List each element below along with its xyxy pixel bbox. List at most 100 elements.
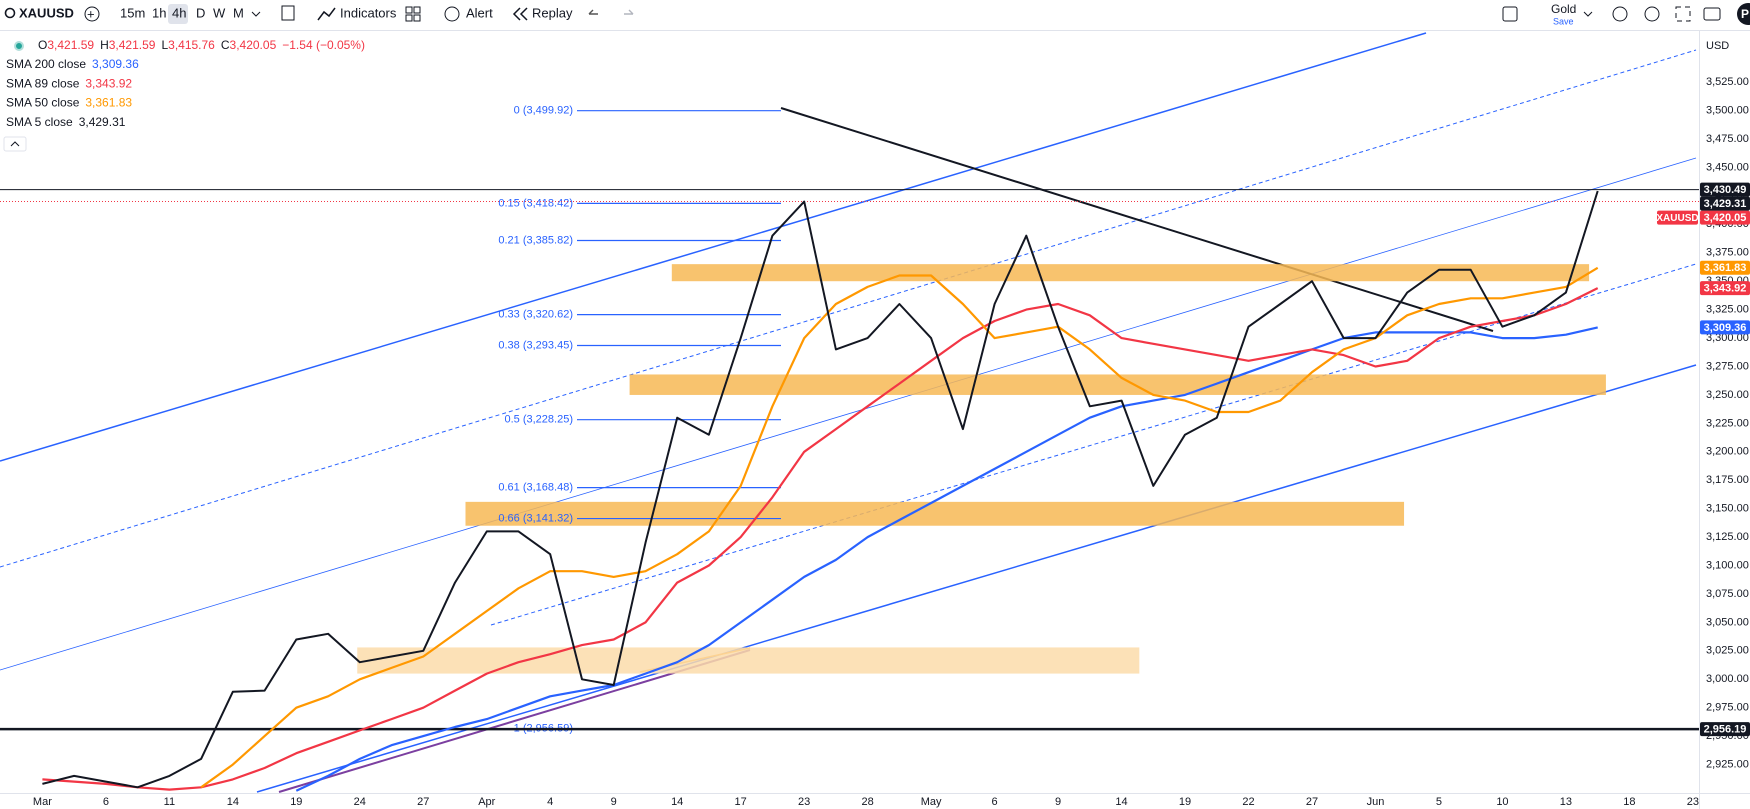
sma-legend: SMA 5 close 3,429.31	[6, 115, 126, 129]
sma-name: SMA 89 close	[6, 76, 80, 90]
y-tick-label: 3,050.00	[1706, 616, 1749, 628]
interval-button[interactable]: 4h	[172, 5, 186, 20]
templates-icon[interactable]	[413, 14, 421, 22]
interval-menu[interactable]	[251, 11, 261, 17]
y-tick-label: 3,075.00	[1706, 588, 1749, 600]
indicators-icon[interactable]	[317, 7, 336, 21]
price-tag	[1700, 196, 1750, 211]
support-zone	[357, 647, 1140, 674]
x-tick-label: 23	[1687, 796, 1699, 808]
undo-icon[interactable]	[588, 9, 598, 15]
x-tick-label: 9	[611, 796, 617, 808]
channel-lower	[256, 364, 1697, 793]
y-tick-label: 3,300.00	[1706, 332, 1749, 344]
y-tick-label: 2,925.00	[1706, 758, 1749, 770]
interval-button[interactable]: 15m	[120, 5, 145, 20]
y-tick-label: 3,225.00	[1706, 417, 1749, 429]
interval-button[interactable]: D	[196, 5, 205, 20]
y-tick-label: 3,325.00	[1706, 304, 1749, 316]
y-tick-label: 3,275.00	[1706, 360, 1749, 372]
x-tick-label: 9	[1055, 796, 1061, 808]
support-zone	[629, 374, 1606, 395]
y-tick-label: 3,100.00	[1706, 559, 1749, 571]
redo-icon[interactable]	[624, 9, 634, 15]
y-tick-label: 3,450.00	[1706, 161, 1749, 173]
x-tick-label: 27	[417, 796, 429, 808]
x-tick-label: 6	[992, 796, 998, 808]
x-tick-label: 14	[1115, 796, 1127, 808]
ohlc-key: H	[100, 38, 109, 52]
ohlc-key: C	[221, 38, 230, 52]
interval-button[interactable]: W	[213, 5, 226, 20]
price-tag	[1700, 210, 1750, 225]
interval-button[interactable]: 1h	[152, 5, 166, 20]
add-symbol[interactable]	[84, 6, 100, 22]
y-tick-label: 3,025.00	[1706, 645, 1749, 657]
templates-icon[interactable]	[413, 6, 421, 14]
price-tag-label: 3,429.31	[1704, 198, 1747, 210]
trend-line	[278, 649, 751, 793]
collapse-icon[interactable]	[10, 141, 20, 147]
x-tick-label: 4	[547, 796, 553, 808]
x-tick-label: 22	[1242, 796, 1254, 808]
symbol-tag	[1657, 210, 1698, 225]
templates-icon[interactable]	[405, 14, 413, 22]
snapshot-icon[interactable]	[1703, 7, 1721, 21]
layout-icon[interactable]	[1502, 6, 1518, 22]
support-zone	[671, 264, 1590, 282]
sma-legend: SMA 200 close 3,309.36	[6, 57, 139, 71]
y-tick-label: 3,000.00	[1706, 673, 1749, 685]
price-tag	[1700, 281, 1750, 296]
quick-search-icon[interactable]	[1612, 6, 1628, 22]
alert-button[interactable]: Alert	[466, 5, 493, 20]
replay-button[interactable]: Replay	[532, 5, 573, 20]
fullscreen-icon[interactable]	[1675, 6, 1691, 22]
x-tick-label: 18	[1623, 796, 1635, 808]
fib-label: 0.38 (3,293.45)	[498, 339, 573, 351]
symbol-tag-label: XAUUSD	[1656, 213, 1698, 224]
interval-button[interactable]: M	[233, 5, 244, 20]
templates-icon[interactable]	[405, 6, 413, 14]
indicators-button[interactable]: Indicators	[340, 5, 397, 20]
x-tick-label: 17	[735, 796, 747, 808]
sma-line	[295, 326, 1598, 792]
price-tag-label: 3,361.83	[1704, 262, 1747, 274]
x-tick-label: 27	[1306, 796, 1318, 808]
y-tick-label: 3,150.00	[1706, 503, 1749, 515]
active-interval	[168, 4, 188, 24]
legend: O3,421.59 H3,421.59 L3,415.76 C3,420.05 −1.5…	[3, 38, 365, 152]
avatar[interactable]	[1737, 3, 1750, 25]
price-tag	[1700, 320, 1750, 335]
alert-icon[interactable]	[444, 6, 460, 22]
price-tag	[1700, 722, 1750, 737]
search-icon[interactable]	[4, 7, 16, 19]
settings-icon[interactable]	[1644, 6, 1660, 22]
layout-menu[interactable]	[1583, 11, 1593, 17]
replay-icon[interactable]	[512, 7, 528, 21]
price-tag-label: 3,309.36	[1704, 322, 1747, 334]
avatar-letter[interactable]: P	[1741, 7, 1749, 21]
collapse-legend[interactable]	[3, 136, 27, 152]
x-tick-label: 19	[290, 796, 302, 808]
ohlc-value: 3,415.76	[168, 38, 215, 52]
layout-name[interactable]: Gold	[1551, 2, 1576, 16]
x-tick-label: 11	[164, 796, 175, 808]
chart-type-icon[interactable]	[281, 5, 295, 21]
market-status	[14, 41, 24, 51]
x-tick-label: May	[921, 796, 942, 808]
sma-name: SMA 50 close	[6, 96, 80, 110]
fib-label: 0.21 (3,385.82)	[498, 234, 573, 246]
sma-value: 3,309.36	[92, 57, 139, 71]
ohlc-legend: O3,421.59 H3,421.59 L3,415.76 C3,420.05 −1.5…	[38, 38, 365, 52]
ohlc-value: 3,421.59	[47, 38, 94, 52]
ohlc-value: 3,421.59	[109, 38, 156, 52]
x-tick-label: 28	[862, 796, 874, 808]
symbol[interactable]: XAUUSD	[19, 5, 74, 20]
layout-status[interactable]: Save	[1553, 16, 1574, 26]
y-tick-label: 3,175.00	[1706, 474, 1749, 486]
x-tick-label: 19	[1179, 796, 1191, 808]
sma-legend: SMA 50 close 3,361.83	[6, 96, 132, 110]
currency[interactable]: USD	[1706, 40, 1729, 52]
channel-dashed	[0, 49, 1697, 568]
